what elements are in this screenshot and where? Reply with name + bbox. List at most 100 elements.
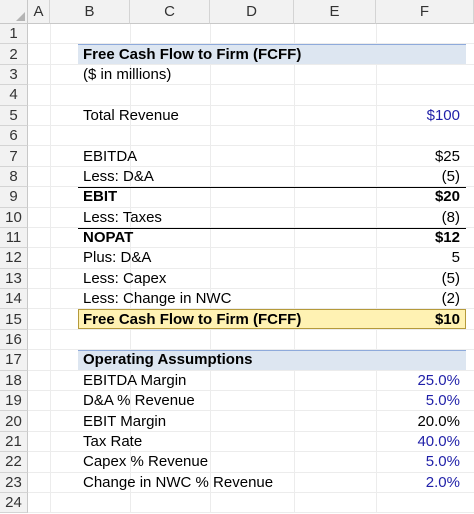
- row-cells[interactable]: [28, 85, 474, 106]
- row-cells[interactable]: ($ in millions): [28, 64, 474, 86]
- sheet-rows: 1 2 Free Cash Flow to Firm (FCFF) 3 ($ in mi…: [0, 24, 474, 514]
- column-header-c[interactable]: C: [130, 0, 210, 24]
- row-header[interactable]: 14: [0, 289, 28, 310]
- cell-value[interactable]: $100: [426, 106, 460, 124]
- row-cells[interactable]: Plus: D&A 5: [28, 248, 474, 269]
- cell-label[interactable]: Less: Capex: [83, 269, 167, 287]
- row-cells[interactable]: Less: Taxes (8): [28, 207, 474, 228]
- row-header[interactable]: 17: [0, 350, 28, 371]
- column-header-b[interactable]: B: [50, 0, 130, 24]
- row-header[interactable]: 20: [0, 411, 28, 432]
- cell-value[interactable]: 20.0%: [417, 412, 460, 430]
- cell-label[interactable]: NOPAT: [83, 229, 134, 247]
- cell-value[interactable]: (2): [441, 290, 460, 308]
- row-header[interactable]: 22: [0, 452, 28, 473]
- cell-label[interactable]: ($ in millions): [83, 65, 172, 83]
- row-header[interactable]: 23: [0, 472, 28, 493]
- row-cells[interactable]: Less: D&A (5): [28, 166, 474, 188]
- row-header[interactable]: 6: [0, 125, 28, 147]
- cell-label[interactable]: Capex % Revenue: [83, 453, 209, 471]
- cell-value[interactable]: 5.0%: [425, 453, 460, 471]
- row-header[interactable]: 5: [0, 105, 28, 126]
- cell-value[interactable]: (8): [441, 208, 460, 226]
- cell-value[interactable]: (5): [441, 269, 460, 287]
- cell-label[interactable]: Less: Change in NWC: [83, 290, 232, 308]
- row-header[interactable]: 15: [0, 309, 28, 330]
- row-header[interactable]: 11: [0, 227, 28, 249]
- row-cells[interactable]: [28, 329, 474, 351]
- row-cells[interactable]: D&A % Revenue 5.0%: [28, 391, 474, 412]
- row-cells[interactable]: EBIT Margin 20.0%: [28, 411, 474, 432]
- row-cells[interactable]: Free Cash Flow to Firm (FCFF): [28, 44, 474, 65]
- cell-label[interactable]: EBITDA: [83, 147, 138, 165]
- cell-label[interactable]: Total Revenue: [83, 106, 179, 124]
- gridline: [376, 268, 377, 289]
- row-cells[interactable]: [28, 125, 474, 147]
- cell-value[interactable]: 2.0%: [425, 473, 460, 491]
- row-header[interactable]: 8: [0, 166, 28, 188]
- column-header-e[interactable]: E: [294, 0, 376, 24]
- cell-label[interactable]: Less: Taxes: [83, 208, 162, 226]
- gridline: [50, 472, 51, 492]
- cell-label[interactable]: Operating Assumptions: [83, 351, 253, 369]
- cell-label[interactable]: EBIT: [83, 188, 118, 206]
- cell-label[interactable]: Less: D&A: [83, 167, 154, 185]
- column-header-f[interactable]: F: [376, 0, 474, 24]
- row-cells[interactable]: Capex % Revenue 5.0%: [28, 452, 474, 473]
- row-header[interactable]: 9: [0, 187, 28, 208]
- row-cells[interactable]: Free Cash Flow to Firm (FCFF) $10: [28, 309, 474, 330]
- row-header[interactable]: 21: [0, 431, 28, 453]
- cell-label[interactable]: D&A % Revenue: [83, 392, 195, 410]
- column-header-d[interactable]: D: [210, 0, 294, 24]
- row-cells[interactable]: Tax Rate 40.0%: [28, 431, 474, 453]
- cell-value[interactable]: $25: [434, 147, 460, 165]
- sheet-row: 10 Less: Taxes (8): [0, 207, 474, 228]
- cell-label[interactable]: Free Cash Flow to Firm (FCFF): [83, 310, 302, 328]
- cell-value[interactable]: $12: [434, 229, 460, 247]
- row-cells[interactable]: Operating Assumptions: [28, 350, 474, 371]
- cell-value[interactable]: 5: [451, 249, 460, 267]
- row-header[interactable]: 16: [0, 329, 28, 351]
- row-header[interactable]: 3: [0, 64, 28, 86]
- cell-label[interactable]: EBITDA Margin: [83, 371, 187, 389]
- cell-label[interactable]: Change in NWC % Revenue: [83, 473, 274, 491]
- gridline: [50, 64, 51, 85]
- cell-label[interactable]: Plus: D&A: [83, 249, 152, 267]
- cell-value[interactable]: 5.0%: [425, 392, 460, 410]
- row-header[interactable]: 10: [0, 207, 28, 228]
- cell-label[interactable]: Tax Rate: [83, 433, 143, 450]
- row-header[interactable]: 18: [0, 370, 28, 392]
- row-header[interactable]: 12: [0, 248, 28, 269]
- row-cells[interactable]: EBITDA $25: [28, 146, 474, 167]
- row-cells[interactable]: Less: Change in NWC (2): [28, 289, 474, 310]
- row-header[interactable]: 19: [0, 391, 28, 412]
- cell-value[interactable]: $10: [434, 310, 460, 328]
- gridline: [50, 452, 51, 472]
- select-all-button[interactable]: [0, 0, 28, 24]
- cell-label[interactable]: Free Cash Flow to Firm (FCFF): [83, 45, 302, 63]
- row-cells[interactable]: [28, 24, 474, 45]
- cell-value[interactable]: (5): [441, 167, 460, 185]
- row-cells[interactable]: EBIT $20: [28, 187, 474, 208]
- cell-label[interactable]: EBIT Margin: [83, 412, 167, 430]
- column-header-a[interactable]: A: [28, 0, 50, 24]
- row-cells[interactable]: EBITDA Margin 25.0%: [28, 370, 474, 392]
- row-header[interactable]: 4: [0, 85, 28, 106]
- gridline: [210, 248, 211, 268]
- row-cells[interactable]: [28, 492, 474, 514]
- row-cells[interactable]: Change in NWC % Revenue 2.0%: [28, 472, 474, 493]
- sheet-row: 22 Capex % Revenue 5.0%: [0, 452, 474, 473]
- cell-value[interactable]: 25.0%: [417, 371, 460, 389]
- row-cells[interactable]: NOPAT $12: [28, 227, 474, 249]
- row-header[interactable]: 24: [0, 492, 28, 514]
- row-cells[interactable]: Total Revenue $100: [28, 105, 474, 126]
- row-header[interactable]: 13: [0, 268, 28, 290]
- row-header[interactable]: 2: [0, 44, 28, 65]
- cell-value[interactable]: 40.0%: [417, 433, 460, 450]
- row-header[interactable]: 1: [0, 24, 28, 45]
- row-header[interactable]: 7: [0, 146, 28, 167]
- gridline: [210, 227, 211, 248]
- row-cells[interactable]: Less: Capex (5): [28, 268, 474, 290]
- gridline: [50, 289, 51, 309]
- cell-value[interactable]: $20: [434, 188, 460, 206]
